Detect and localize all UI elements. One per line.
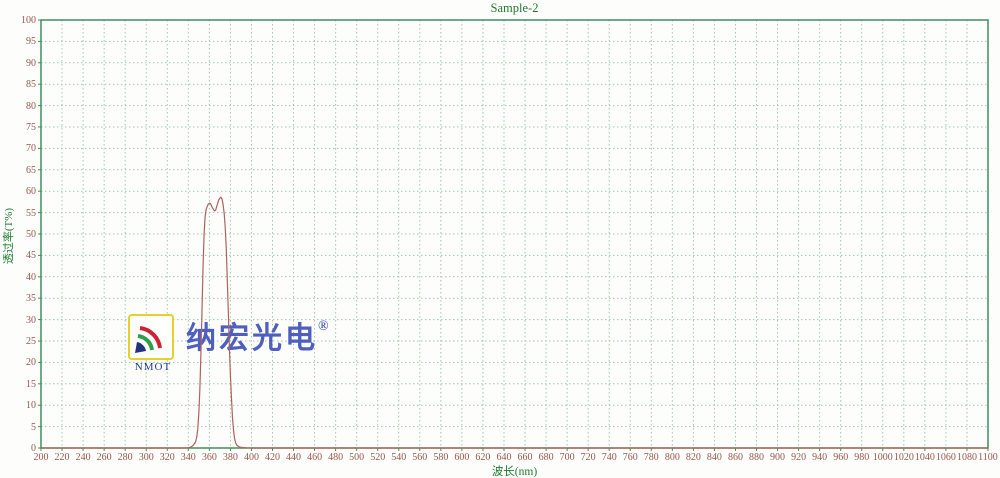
x-tick-label: 960 [833, 452, 849, 463]
x-tick-label: 360 [201, 452, 217, 463]
x-tick-label: 720 [580, 452, 596, 463]
x-tick-label: 800 [664, 452, 680, 463]
x-tick-label: 320 [159, 452, 175, 463]
x-tick-label: 920 [791, 452, 807, 463]
y-tick-label: 85 [26, 79, 36, 91]
x-tick-label: 680 [538, 452, 554, 463]
y-tick-label: 35 [26, 293, 36, 305]
brand-abbr-label: NMOT [134, 361, 172, 373]
x-tick-label: 540 [391, 452, 407, 463]
x-tick-label: 820 [685, 452, 701, 463]
x-tick-label: 220 [54, 452, 70, 463]
x-tick-label: 700 [559, 452, 575, 463]
registered-mark: ® [318, 319, 329, 334]
x-tick-label: 1060 [935, 452, 956, 463]
x-axis-title: 波长(nm) [491, 466, 538, 478]
x-tick-label: 280 [117, 452, 133, 463]
x-tick-label: 780 [643, 452, 659, 463]
y-tick-label: 60 [26, 186, 36, 198]
y-tick-label: 45 [26, 250, 36, 262]
x-tick-label: 760 [622, 452, 638, 463]
y-tick-label: 70 [26, 143, 36, 155]
y-tick-label: 95 [26, 36, 36, 48]
chart-title: Sample-2 [490, 1, 539, 15]
x-tick-label: 340 [180, 452, 196, 463]
x-tick-label: 480 [328, 452, 344, 463]
brand-name-text: 纳宏光电 [186, 322, 318, 355]
y-tick-label: 10 [26, 400, 36, 412]
x-tick-label: 440 [286, 452, 302, 463]
x-tick-label: 400 [243, 452, 259, 463]
x-tick-label: 880 [749, 452, 764, 463]
x-tick-label: 740 [601, 452, 617, 463]
x-tick-label: 420 [264, 452, 280, 463]
nmot-logo-icon [128, 314, 174, 360]
x-tick-label: 240 [75, 452, 91, 463]
y-tick-label: 80 [26, 100, 36, 112]
x-tick-label: 460 [307, 452, 323, 463]
x-tick-label: 1100 [978, 452, 998, 463]
brand-watermark: NMOT 纳宏光电® [128, 314, 328, 373]
x-tick-label: 560 [412, 452, 428, 463]
x-tick-label: 940 [812, 452, 828, 463]
y-tick-label: 5 [31, 421, 36, 433]
y-tick-label: 30 [26, 314, 36, 326]
y-tick-label: 15 [26, 378, 36, 390]
y-tick-label: 0 [31, 443, 36, 454]
x-tick-label: 200 [33, 452, 49, 463]
signal-arcs-icon [135, 326, 162, 353]
x-tick-label: 300 [138, 452, 154, 463]
x-tick-label: 980 [854, 452, 870, 463]
x-tick-label: 860 [727, 452, 743, 463]
x-tick-label: 660 [517, 452, 533, 463]
x-tick-label: 1020 [893, 452, 914, 463]
y-tick-label: 75 [26, 122, 36, 133]
y-tick-label: 100 [21, 15, 36, 26]
x-tick-label: 520 [370, 452, 386, 463]
x-tick-label: 260 [96, 452, 112, 463]
y-tick-label: 40 [26, 271, 36, 283]
x-tick-label: 620 [475, 452, 491, 463]
spectrum-curve [41, 196, 988, 449]
y-tick-label: 65 [26, 164, 36, 176]
x-tick-label: 840 [706, 452, 722, 463]
x-tick-label: 640 [496, 452, 512, 463]
x-tick-label: 500 [349, 452, 365, 463]
y-tick-label: 50 [26, 229, 36, 240]
y-tick-label: 20 [26, 357, 36, 369]
x-tick-label: 600 [454, 452, 470, 463]
y-tick-label: 25 [26, 336, 36, 347]
x-tick-label: 1000 [872, 452, 893, 463]
x-tick-label: 900 [770, 452, 786, 463]
x-tick-label: 580 [433, 452, 449, 463]
x-tick-label: 1080 [956, 452, 977, 463]
x-tick-label: 380 [222, 452, 238, 463]
x-tick-label: 1040 [914, 452, 935, 463]
y-tick-label: 55 [26, 207, 36, 219]
brand-name-cn: 纳宏光电® [186, 320, 328, 354]
y-tick-label: 90 [26, 57, 36, 69]
logo-block: NMOT [128, 314, 178, 373]
